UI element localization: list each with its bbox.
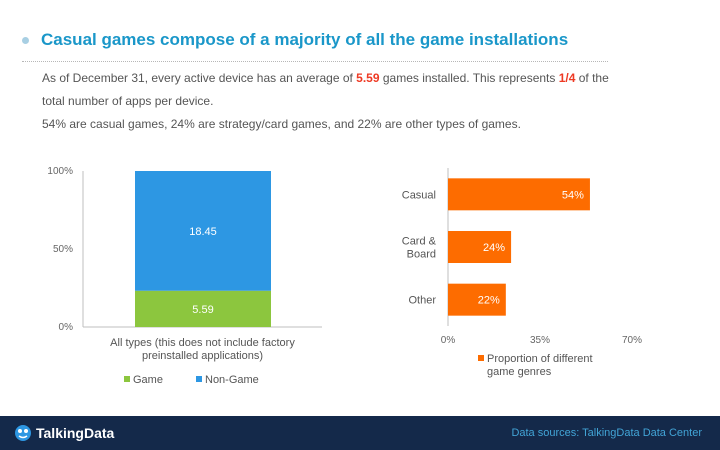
fraction-value: 1/4: [558, 71, 576, 85]
y-tick-label: 50%: [53, 244, 73, 255]
logo-icon: [15, 425, 31, 441]
intro-text: As of December 31, every active device h…: [42, 71, 357, 85]
x-category-label: preinstalled applications): [142, 350, 263, 362]
y-category-label: Other: [408, 295, 436, 307]
bar-value-label: 22%: [478, 295, 500, 307]
page-title: Casual games compose of a majority of al…: [41, 30, 569, 49]
y-category-label: Board: [407, 249, 436, 261]
legend-label: Game: [133, 374, 163, 386]
intro-line-1: As of December 31, every active device h…: [42, 71, 609, 85]
y-tick-label: 100%: [47, 166, 73, 177]
legend-label: Non-Game: [205, 374, 259, 386]
games-avg-value: 5.59: [356, 71, 380, 85]
y-tick-label: 0%: [59, 322, 74, 333]
genre-bar: [448, 231, 512, 263]
bar-value-label: 54%: [562, 189, 584, 201]
x-tick-label: 35%: [530, 335, 550, 346]
logo: TalkingData: [14, 424, 114, 442]
intro-line-3: 54% are casual games, 24% are strategy/c…: [42, 117, 521, 131]
x-category-label: All types (this does not include factory: [110, 337, 295, 349]
title-row: Casual games compose of a majority of al…: [22, 30, 568, 50]
genre-bar: [448, 178, 590, 211]
intro-text: of the: [575, 71, 609, 85]
intro-line-2: total number of apps per device.: [42, 94, 214, 108]
bar-value-label: 5.59: [192, 304, 213, 316]
logo-text: TalkingData: [36, 425, 115, 441]
x-tick-label: 70%: [622, 335, 642, 346]
legend-label: game genres: [487, 366, 552, 378]
x-tick-label: 0%: [441, 335, 456, 346]
footer: TalkingData Data sources: TalkingData Da…: [0, 416, 720, 450]
bar-value-label: 24%: [483, 242, 505, 254]
intro-text: games installed. This represents: [379, 71, 559, 85]
bullet-icon: [22, 36, 29, 44]
genre-bar: [448, 283, 506, 316]
bar-value-label: 18.45: [189, 226, 217, 238]
y-category-label: Casual: [402, 189, 436, 201]
data-source: Data sources: TalkingData Data Center: [511, 427, 702, 439]
y-category-label: Card &: [402, 236, 437, 248]
legend-swatch: [124, 376, 130, 382]
bar-non-game: [135, 171, 271, 291]
legend-label: Proportion of different: [487, 353, 593, 365]
legend-swatch: [478, 355, 484, 361]
legend-swatch: [196, 376, 202, 382]
title-divider: [22, 61, 608, 62]
bar-game: [135, 290, 271, 327]
